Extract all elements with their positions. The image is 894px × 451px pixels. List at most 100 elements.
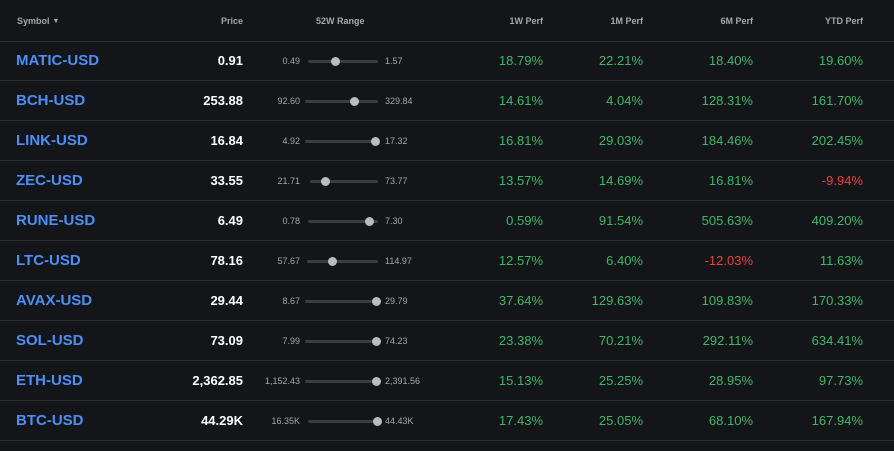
perf-1m-value: 25.25% — [598, 373, 643, 388]
range-marker — [372, 417, 382, 426]
range-low-value: 7.99 — [282, 336, 300, 346]
range-marker — [372, 377, 382, 386]
price-value: 253.88 — [203, 93, 243, 108]
perf-1w-value: 23.38% — [498, 333, 543, 348]
range-marker — [370, 137, 380, 146]
range-high-value: 114.97 — [385, 256, 412, 266]
range-low-value: 1,152.43 — [264, 376, 300, 386]
range-marker — [330, 57, 340, 66]
range-low-value: 4.92 — [282, 136, 300, 146]
perf-1w-value: 16.81% — [498, 133, 543, 148]
caret-down-icon[interactable]: ▼ — [52, 18, 60, 25]
range-low-value: 57.67 — [277, 256, 300, 266]
perf-1m-value: 129.63% — [591, 293, 643, 308]
table-row[interactable]: BCH-USD 253.88 92.60 329.84 14.61% 4.04% 128.3… — [0, 81, 894, 121]
perf-1w-value: 17.43% — [498, 413, 543, 428]
perf-6m-value: 128.31% — [701, 93, 753, 108]
range-high-value: 2,391.56 — [385, 376, 421, 386]
range-bar — [305, 337, 382, 346]
symbol-link[interactable]: MATIC-USD — [16, 52, 100, 69]
perf-6m-value: 505.63% — [701, 213, 753, 228]
table-row[interactable]: BTC-USD 44.29K 16.35K 44.43K 17.43% 25.05% 68.… — [0, 401, 894, 441]
range-bar — [305, 137, 380, 146]
range-bar — [305, 377, 382, 386]
range-high-value: 29.79 — [385, 296, 408, 306]
range-low-value: 92.60 — [277, 96, 300, 106]
table-row[interactable]: LTC-USD 78.16 57.67 114.97 12.57% 6.40% -12.03… — [0, 241, 894, 281]
perf-1m-value: 14.69% — [598, 173, 643, 188]
range-bar — [310, 177, 378, 186]
table-row[interactable]: RUNE-USD 6.49 0.78 7.30 0.59% 91.54% 505.63% 40… — [0, 201, 894, 241]
price-value: 73.09 — [210, 333, 243, 348]
perf-6m-value: 184.46% — [701, 133, 753, 148]
perf-6m-value: -12.03% — [704, 253, 753, 268]
perf-1m-value: 70.21% — [598, 333, 643, 348]
range-low-value: 16.35K — [271, 416, 300, 426]
symbol-link[interactable]: RUNE-USD — [16, 212, 96, 229]
range-low-value: 8.67 — [282, 296, 300, 306]
range-marker — [372, 337, 382, 346]
perf-1w-value: 37.64% — [498, 293, 543, 308]
column-header-1m-perf[interactable]: 1M Perf — [610, 16, 643, 26]
column-header-symbol[interactable]: Symbol ▼ — [17, 16, 59, 26]
symbol-link[interactable]: LTC-USD — [16, 252, 81, 269]
symbol-link[interactable]: AVAX-USD — [16, 292, 93, 309]
range-bar — [308, 417, 382, 426]
table-row[interactable]: ETH-USD 2,362.85 1,152.43 2,391.56 15.13% 25.… — [0, 361, 894, 401]
perf-ytd-value: 634.41% — [811, 333, 863, 348]
table-row[interactable]: MATIC-USD 0.91 0.49 1.57 18.79% 22.21% 18.40% 1… — [0, 41, 894, 81]
range-marker — [372, 297, 382, 306]
range-bar — [305, 97, 378, 106]
range-low-value: 0.49 — [282, 56, 300, 66]
column-header-52w-range[interactable]: 52W Range — [316, 16, 365, 26]
perf-1m-value: 91.54% — [598, 213, 643, 228]
range-high-value: 73.77 — [385, 176, 408, 186]
perf-ytd-value: 167.94% — [811, 413, 863, 428]
perf-1m-value: 25.05% — [598, 413, 643, 428]
perf-1w-value: 13.57% — [498, 173, 543, 188]
symbol-link[interactable]: ETH-USD — [16, 372, 83, 389]
price-value: 2,362.85 — [192, 373, 243, 388]
table-row[interactable]: AVAX-USD 29.44 8.67 29.79 37.64% 129.63% 109.8… — [0, 281, 894, 321]
symbol-link[interactable]: BCH-USD — [16, 92, 86, 109]
perf-6m-value: 109.83% — [701, 293, 753, 308]
range-marker — [321, 177, 331, 186]
perf-ytd-value: 97.73% — [818, 373, 863, 388]
symbol-link[interactable]: ZEC-USD — [16, 172, 83, 189]
perf-6m-value: 16.81% — [708, 173, 753, 188]
range-high-value: 74.23 — [385, 336, 408, 346]
range-marker — [328, 257, 338, 266]
range-marker — [365, 217, 375, 226]
price-value: 29.44 — [210, 293, 243, 308]
column-header-1w-perf[interactable]: 1W Perf — [509, 16, 543, 26]
range-bar — [305, 297, 382, 306]
range-marker — [350, 97, 360, 106]
column-header-price[interactable]: Price — [220, 16, 243, 26]
perf-1m-value: 22.21% — [598, 53, 643, 68]
symbol-link[interactable]: BTC-USD — [16, 412, 84, 429]
range-bar — [307, 257, 378, 266]
perf-6m-value: 18.40% — [708, 53, 753, 68]
range-high-value: 1.57 — [385, 56, 403, 66]
perf-ytd-value: 161.70% — [811, 93, 863, 108]
table-row[interactable]: SOL-USD 73.09 7.99 74.23 23.38% 70.21% 292.11%… — [0, 321, 894, 361]
perf-1w-value: 15.13% — [498, 373, 543, 388]
table-row[interactable]: ZEC-USD 33.55 21.71 73.77 13.57% 14.69% 16.81%… — [0, 161, 894, 201]
column-header-ytd-perf[interactable]: YTD Perf — [824, 16, 863, 26]
perf-1m-value: 6.40% — [606, 253, 643, 268]
column-header-6m-perf[interactable]: 6M Perf — [720, 16, 753, 26]
perf-ytd-value: 19.60% — [818, 53, 863, 68]
symbol-header-label: Symbol — [17, 16, 50, 26]
perf-6m-value: 68.10% — [708, 413, 753, 428]
range-bar — [308, 57, 378, 66]
perf-ytd-value: 11.63% — [819, 253, 863, 268]
perf-1w-value: 14.61% — [498, 93, 543, 108]
symbol-link[interactable]: SOL-USD — [16, 332, 84, 349]
table-row[interactable]: LINK-USD 16.84 4.92 17.32 16.81% 29.03% 184.46… — [0, 121, 894, 161]
range-high-value: 17.32 — [385, 136, 408, 146]
symbol-link[interactable]: LINK-USD — [16, 132, 88, 149]
range-high-value: 7.30 — [385, 216, 403, 226]
range-bar — [308, 217, 378, 226]
perf-6m-value: 28.95% — [708, 373, 753, 388]
